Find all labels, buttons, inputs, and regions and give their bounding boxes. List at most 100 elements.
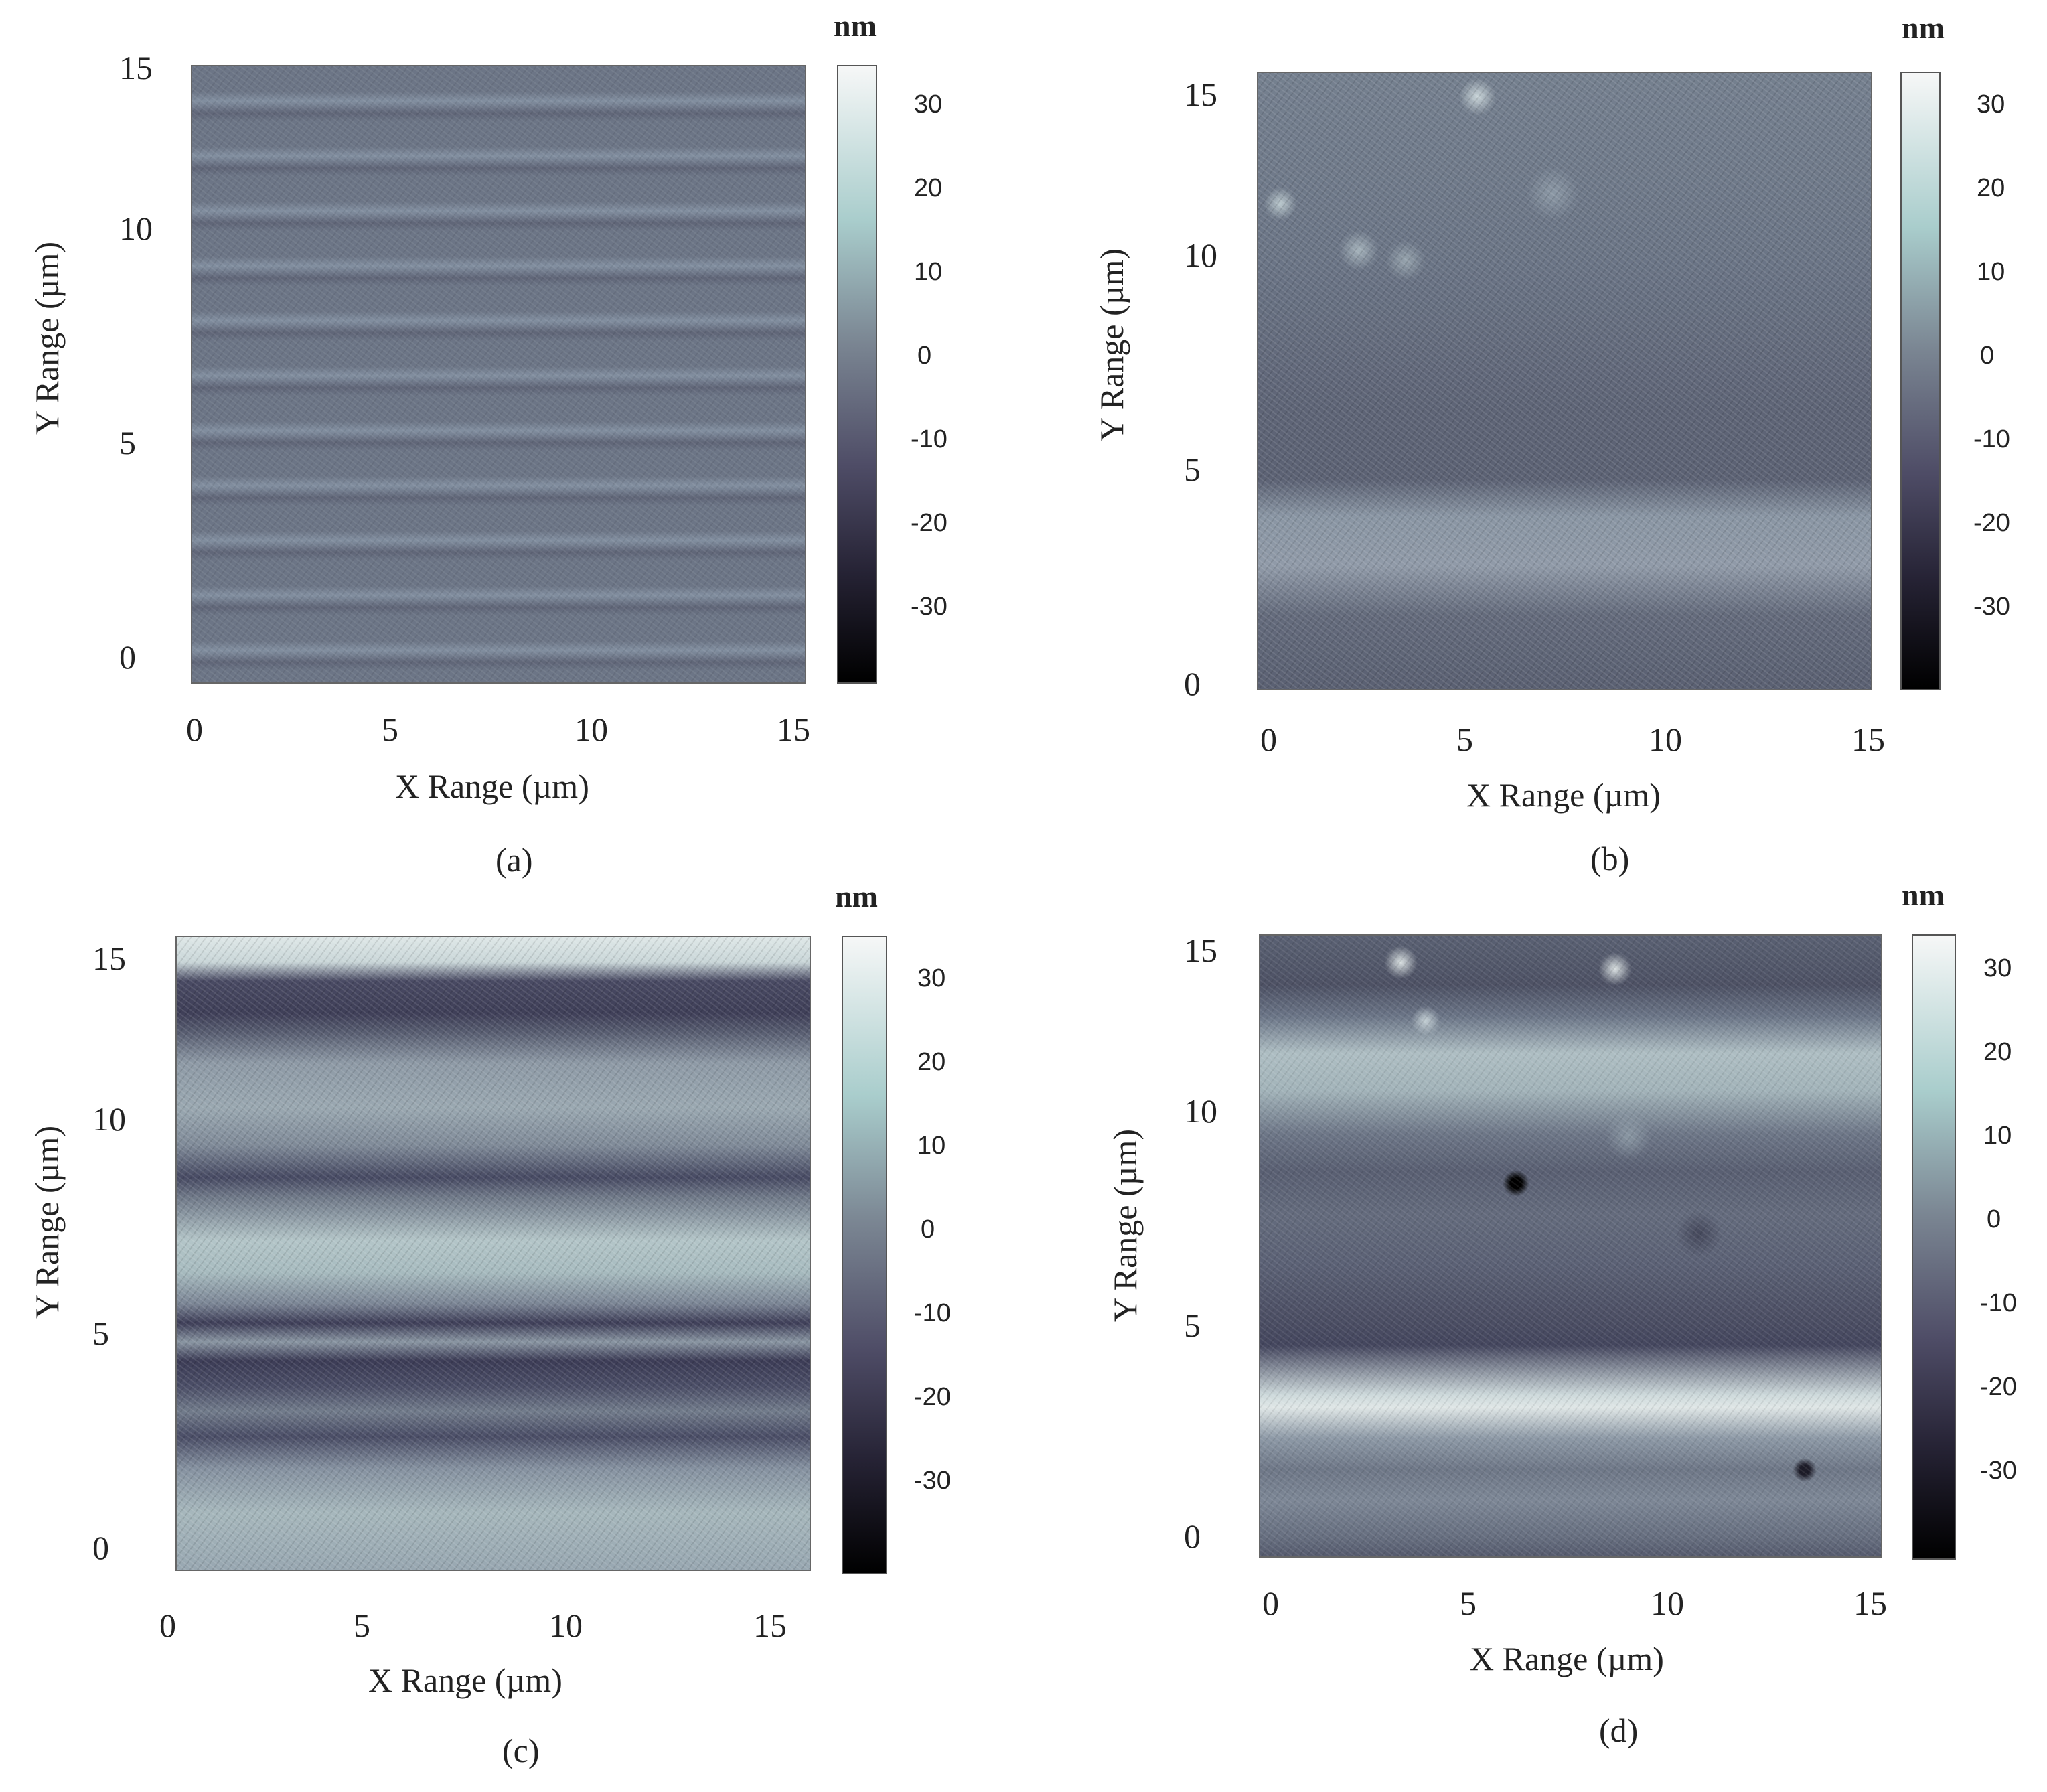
panel-label: (a) — [496, 841, 533, 879]
panel-label: (c) — [502, 1732, 540, 1769]
y-tick: 10 — [119, 210, 153, 247]
colorbar — [842, 936, 887, 1574]
colorbar-tick: 0 — [921, 1215, 935, 1244]
y-tick: 0 — [119, 638, 136, 676]
colorbar-tick: 20 — [1977, 174, 2005, 202]
height-map-a — [191, 65, 806, 684]
panel-label: (b) — [1590, 840, 1630, 877]
y-axis-label: Y Range (µm) — [28, 1126, 66, 1319]
y-tick: 0 — [92, 1529, 109, 1566]
colorbar-unit: nm — [834, 9, 877, 43]
x-tick: 0 — [186, 711, 203, 748]
height-map-c — [175, 936, 811, 1571]
x-tick: 10 — [549, 1607, 583, 1644]
bright-spot — [1526, 167, 1580, 220]
colorbar-tick: -10 — [1980, 1289, 2017, 1317]
colorbar-tick: -20 — [1973, 509, 2010, 537]
x-axis-label: X Range (µm) — [1466, 776, 1661, 814]
dark-spot — [1793, 1458, 1817, 1482]
x-axis-label: X Range (µm) — [395, 767, 589, 805]
y-tick: 15 — [92, 940, 126, 977]
y-tick: 10 — [92, 1100, 126, 1138]
colorbar-tick: 30 — [1983, 954, 2012, 982]
bright-spot — [1411, 1006, 1440, 1035]
colorbar-tick: 30 — [1977, 90, 2005, 119]
x-tick: 0 — [1260, 721, 1277, 758]
colorbar — [1912, 934, 1956, 1560]
x-tick: 15 — [1853, 1584, 1887, 1622]
bright-spot — [1459, 78, 1496, 115]
panel-label: (d) — [1599, 1712, 1639, 1749]
height-map-b — [1257, 72, 1872, 690]
x-axis-label: X Range (µm) — [368, 1661, 562, 1699]
bright-spot — [1605, 1113, 1652, 1160]
colorbar-tick: 30 — [917, 964, 946, 992]
noise-texture — [192, 66, 805, 682]
bright-spot — [1385, 240, 1426, 281]
y-tick: 15 — [1184, 76, 1217, 113]
y-tick: 15 — [119, 49, 153, 86]
colorbar-tick: -10 — [914, 1299, 951, 1327]
y-tick: 10 — [1184, 236, 1217, 274]
x-tick: 0 — [1262, 1584, 1279, 1622]
colorbar-tick: -10 — [911, 425, 947, 453]
colorbar-tick: -30 — [1973, 593, 2010, 621]
x-tick: 15 — [777, 711, 810, 748]
y-tick: 0 — [1184, 665, 1201, 702]
y-tick: 0 — [1184, 1517, 1201, 1555]
y-axis-label: Y Range (µm) — [28, 242, 66, 435]
y-axis-label: Y Range (µm) — [1106, 1129, 1144, 1322]
x-tick: 5 — [1456, 721, 1473, 758]
y-tick: 5 — [1184, 1306, 1201, 1344]
x-axis-label: X Range (µm) — [1470, 1640, 1664, 1677]
colorbar-tick: 20 — [1983, 1038, 2012, 1066]
colorbar-unit: nm — [1902, 11, 1945, 45]
x-tick: 5 — [382, 711, 398, 748]
x-tick: 15 — [753, 1607, 787, 1644]
y-axis-label: Y Range (µm) — [1093, 248, 1130, 441]
colorbar-tick: 10 — [1977, 258, 2005, 286]
colorbar-tick: -20 — [1980, 1373, 2017, 1401]
colorbar — [1900, 72, 1941, 690]
colorbar-tick: 0 — [1987, 1205, 2001, 1234]
colorbar — [837, 65, 877, 684]
x-tick: 10 — [1651, 1584, 1684, 1622]
y-tick: 5 — [119, 424, 136, 461]
colorbar-tick: -30 — [1980, 1457, 2017, 1485]
x-tick: 5 — [354, 1607, 370, 1644]
y-tick: 5 — [92, 1315, 109, 1352]
height-map-d — [1259, 934, 1882, 1558]
bright-spot — [1264, 187, 1297, 220]
dark-spot — [1503, 1170, 1529, 1197]
y-tick: 15 — [1184, 931, 1217, 969]
colorbar-tick: -30 — [911, 593, 947, 621]
y-tick: 5 — [1184, 451, 1201, 488]
colorbar-tick: 0 — [917, 342, 932, 370]
colorbar-unit: nm — [835, 879, 878, 913]
bright-spot — [1339, 230, 1379, 271]
colorbar-tick: 0 — [1980, 342, 1995, 370]
dark-spot — [1675, 1210, 1722, 1257]
colorbar-tick: 10 — [914, 258, 943, 286]
noise-texture — [177, 937, 810, 1570]
colorbar-tick: 20 — [914, 174, 943, 202]
colorbar-tick: 30 — [914, 90, 943, 119]
x-tick: 10 — [1649, 721, 1682, 758]
noise-texture — [1258, 73, 1871, 689]
x-tick: 15 — [1851, 721, 1885, 758]
x-tick: 10 — [575, 711, 608, 748]
colorbar-tick: -20 — [911, 509, 947, 537]
noise-texture — [1260, 936, 1881, 1556]
colorbar-tick: -20 — [914, 1383, 951, 1411]
x-tick: 5 — [1460, 1584, 1476, 1622]
bright-spot — [1598, 952, 1632, 986]
y-tick: 10 — [1184, 1092, 1217, 1130]
colorbar-unit: nm — [1902, 878, 1945, 912]
colorbar-tick: -10 — [1973, 425, 2010, 453]
colorbar-tick: 20 — [917, 1048, 946, 1076]
colorbar-tick: -30 — [914, 1467, 951, 1495]
colorbar-tick: 10 — [1983, 1122, 2012, 1150]
x-tick: 0 — [159, 1607, 176, 1644]
colorbar-tick: 10 — [917, 1132, 946, 1160]
bright-spot — [1384, 946, 1418, 979]
